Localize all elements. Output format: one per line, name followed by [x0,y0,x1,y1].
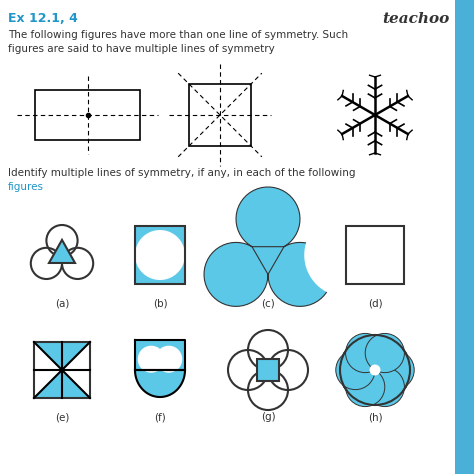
Text: (h): (h) [368,412,383,422]
Polygon shape [333,226,417,268]
Polygon shape [204,187,332,306]
Circle shape [138,346,165,373]
Circle shape [336,350,375,390]
Bar [135,226,185,284]
Text: (f): (f) [154,412,166,422]
Bar [135,340,185,370]
Polygon shape [49,240,75,263]
Bar [257,359,279,381]
Bar [346,226,404,284]
Bar [189,84,251,146]
Polygon shape [135,370,185,397]
Bar [36,90,140,140]
Bar [455,0,474,474]
Text: Identify multiple lines of symmetry, if any, in each of the following: Identify multiple lines of symmetry, if … [8,168,356,178]
Polygon shape [404,213,446,297]
Bar [34,342,90,398]
Polygon shape [34,342,90,370]
Text: figures are said to have multiple lines of symmetry: figures are said to have multiple lines … [8,44,275,54]
Text: The following figures have more than one line of symmetry. Such: The following figures have more than one… [8,30,348,40]
Circle shape [346,367,385,407]
Polygon shape [333,242,417,284]
Polygon shape [135,230,185,255]
Text: (g): (g) [261,412,275,422]
Circle shape [365,367,404,407]
Circle shape [346,333,385,373]
Text: (a): (a) [55,298,69,308]
Bar [346,226,404,284]
Circle shape [370,365,381,375]
Polygon shape [62,342,90,398]
Polygon shape [304,213,346,297]
Circle shape [365,333,404,373]
Text: (b): (b) [153,298,167,308]
Text: (e): (e) [55,412,69,422]
Text: figures: figures [8,182,44,192]
Text: (c): (c) [261,298,275,308]
Circle shape [375,350,414,390]
Circle shape [155,346,182,373]
Text: Ex 12.1, 4: Ex 12.1, 4 [8,12,78,25]
Text: (d): (d) [368,298,383,308]
Polygon shape [135,255,185,280]
Text: teachoo: teachoo [383,12,450,26]
Polygon shape [34,370,90,398]
Bar [135,226,185,284]
Polygon shape [34,342,62,398]
